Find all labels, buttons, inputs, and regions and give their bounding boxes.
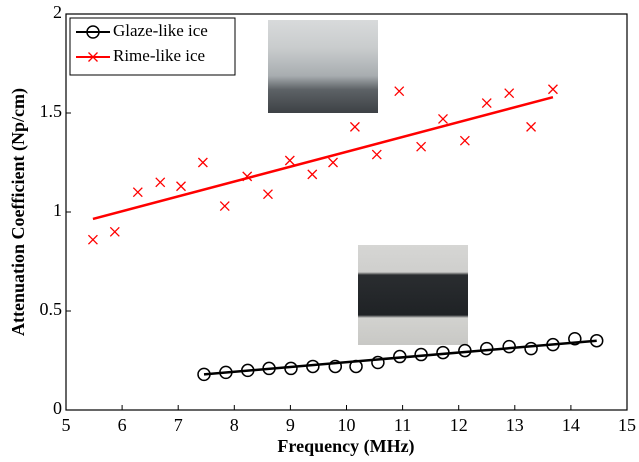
glaze-point xyxy=(436,345,450,360)
glaze-point xyxy=(219,365,233,380)
glaze-point xyxy=(546,337,560,352)
x-tick-label: 6 xyxy=(118,415,127,435)
rime-point xyxy=(438,113,448,124)
x-axis-label: Frequency (MHz) xyxy=(277,436,414,457)
x-tick-label: 8 xyxy=(230,415,239,435)
rime-point xyxy=(371,149,382,160)
x-tick-label: 11 xyxy=(394,415,411,435)
rime-point xyxy=(459,135,470,146)
rime-point xyxy=(307,169,318,180)
legend-label: Rime-like ice xyxy=(113,46,205,65)
x-tick-label: 13 xyxy=(506,415,524,435)
x-tick-label: 15 xyxy=(618,415,636,435)
y-tick-label: 1 xyxy=(53,200,62,220)
legend-marker xyxy=(86,25,100,39)
rime-point xyxy=(109,226,120,237)
y-axis-label: Attenuation Coefficient (Np/cm) xyxy=(8,88,29,336)
glaze-point xyxy=(502,339,516,354)
rime-point xyxy=(87,234,98,245)
rime-point xyxy=(349,121,360,132)
rime-point xyxy=(284,155,295,166)
rime-point xyxy=(155,177,166,188)
glaze-point xyxy=(328,359,343,374)
rime-point xyxy=(547,84,558,95)
glaze-point xyxy=(284,361,298,376)
glaze-point xyxy=(524,341,538,356)
rime-point xyxy=(197,157,208,168)
x-tick-label: 10 xyxy=(338,415,356,435)
glaze-point xyxy=(349,359,363,374)
glaze-photo xyxy=(358,245,468,345)
glaze-point xyxy=(371,355,385,370)
rime-point xyxy=(132,187,143,198)
glaze-point xyxy=(458,343,472,358)
glaze-point xyxy=(414,347,428,362)
rime-point xyxy=(242,171,253,182)
legend-label: Glaze-like ice xyxy=(113,21,208,40)
glaze-point xyxy=(589,333,604,348)
y-tick-label: 2 xyxy=(53,2,62,22)
glaze-point xyxy=(241,363,255,378)
rime-point xyxy=(526,121,537,132)
glaze-point xyxy=(480,341,494,356)
x-tick-label: 9 xyxy=(286,415,295,435)
glaze-point xyxy=(262,361,276,376)
glaze-point xyxy=(568,331,582,346)
x-tick-label: 12 xyxy=(450,415,468,435)
glaze-point xyxy=(393,349,407,364)
y-tick-label: 1.5 xyxy=(40,101,63,121)
fit-line xyxy=(203,339,597,376)
glaze-point xyxy=(197,367,211,382)
legend-marker xyxy=(88,52,98,62)
rime-point xyxy=(176,181,186,192)
x-tick-label: 7 xyxy=(174,415,183,435)
x-tick-label: 14 xyxy=(562,415,580,435)
rime-point xyxy=(219,201,230,212)
y-tick-label: 0.5 xyxy=(40,299,63,319)
legend-box xyxy=(69,17,236,76)
y-tick-label: 0 xyxy=(53,398,62,418)
rime-photo xyxy=(268,20,378,113)
rime-point xyxy=(416,141,427,152)
glaze-point xyxy=(306,359,320,374)
x-tick-label: 5 xyxy=(62,415,71,435)
rime-point xyxy=(328,157,338,168)
rime-point xyxy=(263,189,273,200)
fit-line xyxy=(92,95,554,221)
rime-point xyxy=(481,98,492,109)
rime-point xyxy=(504,88,515,99)
rime-point xyxy=(394,86,405,97)
